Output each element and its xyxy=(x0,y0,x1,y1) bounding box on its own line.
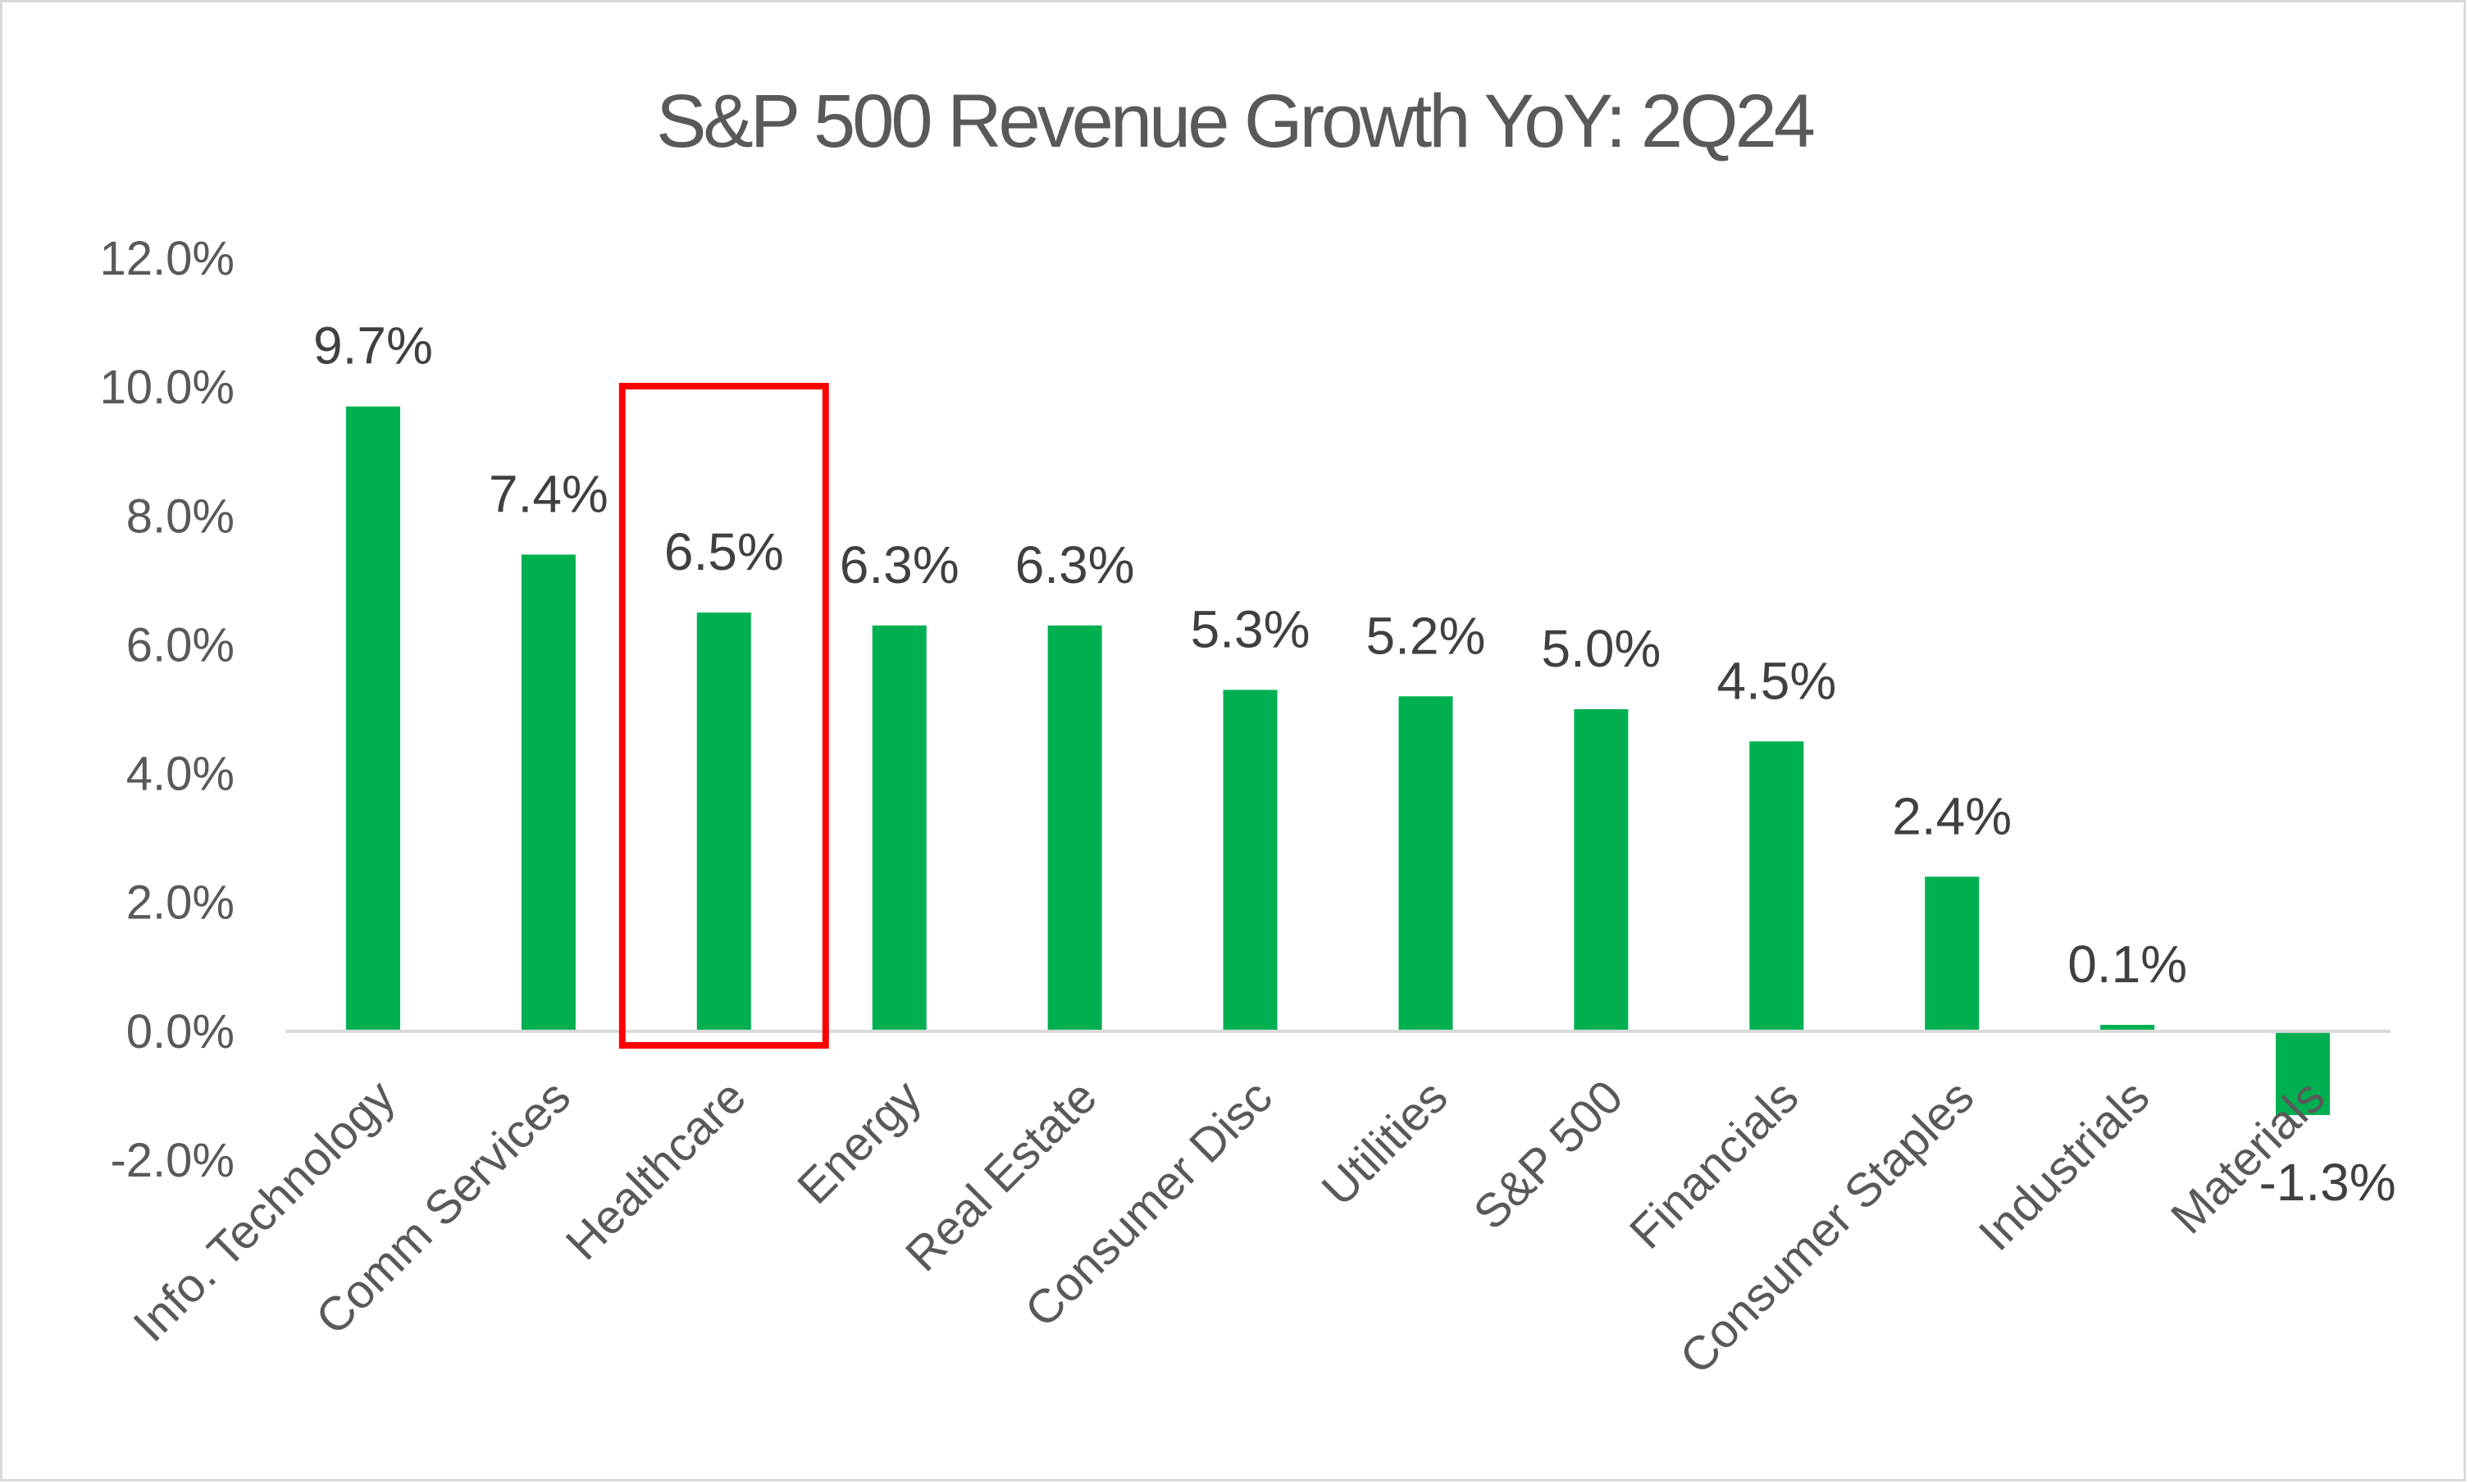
y-tick-label: 8.0% xyxy=(126,489,235,543)
bar xyxy=(521,554,576,1031)
data-label: -1.3% xyxy=(2259,1153,2395,1212)
data-label: 4.5% xyxy=(1716,651,1836,710)
x-tick-label: Financials xyxy=(1620,1070,1809,1259)
bar xyxy=(1574,709,1629,1031)
x-tick-label: S&P 500 xyxy=(1463,1070,1633,1240)
bar xyxy=(1925,876,1980,1031)
bar xyxy=(2100,1025,2155,1031)
bar xyxy=(872,625,927,1031)
x-tick-label: Industrials xyxy=(1968,1070,2159,1261)
y-tick-label: 2.0% xyxy=(126,876,235,930)
data-label: 7.4% xyxy=(489,464,609,523)
bar xyxy=(1749,741,1804,1031)
data-label: 5.3% xyxy=(1191,599,1310,658)
data-labels: 9.7% 7.4% 6.5% 6.3% 6.3% 5.3% 5.2% 5.0% 4.5% 2.4%… xyxy=(313,316,2396,1212)
bars xyxy=(345,406,2331,1115)
bar xyxy=(1047,625,1102,1031)
bar xyxy=(1223,690,1278,1031)
data-label: 5.2% xyxy=(1366,606,1486,665)
y-tick-label: 4.0% xyxy=(126,748,235,801)
highlight-box xyxy=(618,383,829,1049)
data-label: 6.3% xyxy=(840,535,960,594)
y-axis-ticks: -2.0% 0.0% 2.0% 4.0% 6.0% 8.0% 10.0% 12.0% xyxy=(100,232,235,1187)
y-tick-label: 10.0% xyxy=(100,361,235,414)
data-label: 0.1% xyxy=(2067,935,2187,994)
x-tick-label: Utilities xyxy=(1312,1070,1458,1216)
x-tick-label: Energy xyxy=(787,1070,932,1214)
data-label: 2.4% xyxy=(1892,786,2012,845)
data-label: 9.7% xyxy=(313,316,433,376)
x-tick-label: Healthcare xyxy=(556,1070,756,1270)
bar xyxy=(696,612,751,1031)
y-tick-label: 6.0% xyxy=(126,618,235,671)
y-tick-label: 12.0% xyxy=(100,232,235,285)
data-label: 6.3% xyxy=(1015,535,1135,594)
bar xyxy=(2276,1031,2331,1115)
bar xyxy=(1398,696,1453,1031)
chart-title: S&P 500 Revenue Growth YoY: 2Q24 xyxy=(656,80,1814,163)
y-tick-label: 0.0% xyxy=(126,1005,235,1058)
x-tick-label: Consumer Staples xyxy=(1670,1070,1984,1384)
data-label: 5.0% xyxy=(1541,619,1661,678)
y-tick-label: -2.0% xyxy=(110,1134,235,1187)
data-label: 6.5% xyxy=(664,522,784,581)
bar xyxy=(345,406,400,1031)
